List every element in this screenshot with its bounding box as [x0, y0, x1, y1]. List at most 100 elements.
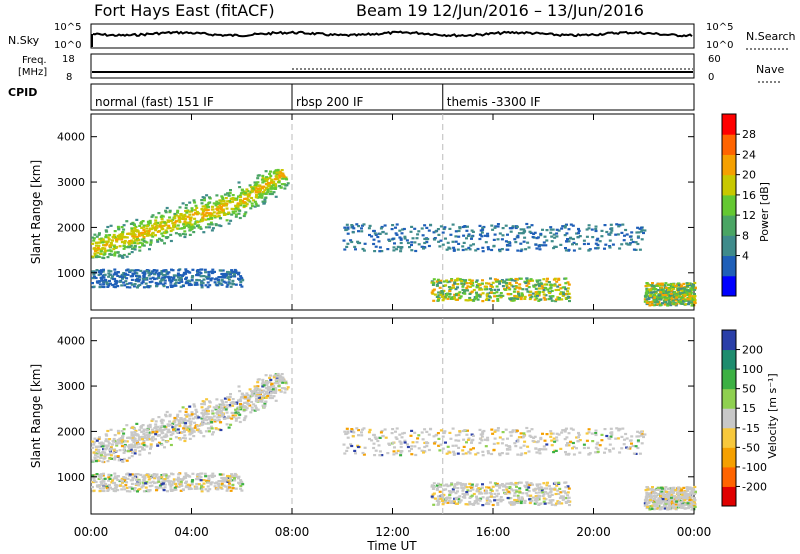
echo-cell: [667, 288, 671, 291]
echo-cell: [439, 429, 443, 432]
echo-cell: [147, 433, 151, 436]
echo-cell: [241, 199, 245, 202]
echo-cell: [226, 283, 230, 286]
echo-cell: [462, 445, 466, 448]
echo-cell: [234, 487, 238, 490]
echo-cell: [528, 230, 532, 233]
echo-cell: [218, 204, 222, 207]
echo-cell: [120, 477, 124, 480]
echo-cell: [611, 447, 615, 450]
echo-cell: [229, 285, 233, 288]
echo-cell: [441, 495, 445, 498]
echo-cell: [437, 495, 441, 498]
echo-cell: [503, 288, 507, 291]
echo-cell: [461, 449, 465, 452]
echo-cell: [556, 500, 560, 503]
echo-cell: [141, 484, 145, 488]
echo-cell: [251, 391, 255, 394]
echo-cell: [150, 419, 154, 422]
echo-cell: [197, 220, 201, 223]
echo-cell: [144, 232, 147, 236]
echo-cell: [555, 484, 559, 487]
echo-cell: [508, 485, 512, 489]
echo-cell: [91, 446, 95, 449]
echo-cell: [230, 473, 234, 476]
echo-cell: [196, 271, 200, 274]
echo-cell: [195, 478, 199, 481]
echo-cell: [162, 224, 166, 227]
echo-cell: [452, 286, 456, 289]
echo-cell: [177, 485, 181, 488]
echo-cell: [193, 283, 197, 286]
echo-cell: [494, 225, 498, 228]
echo-cell: [142, 448, 146, 451]
echo-cell: [487, 502, 491, 506]
echo-cell: [556, 296, 560, 299]
echo-cell: [208, 416, 212, 419]
echo-cell: [553, 488, 557, 491]
echo-cell: [210, 214, 214, 217]
echo-cell: [142, 480, 146, 483]
echo-cell: [538, 483, 542, 486]
echo-cell: [569, 223, 573, 226]
echo-cell: [445, 294, 448, 297]
echo-cell: [514, 481, 518, 485]
echo-cell: [687, 300, 691, 303]
echo-cell: [372, 446, 376, 450]
echo-cell: [163, 446, 166, 449]
echo-cell: [269, 174, 273, 177]
echo-cell: [539, 486, 543, 489]
echo-cell: [164, 474, 168, 477]
echo-cell: [136, 446, 140, 449]
echo-cell: [604, 243, 608, 246]
echo-cell: [192, 199, 196, 202]
echo-cell: [237, 271, 241, 274]
echo-cell: [195, 281, 199, 284]
echo-cell: [357, 429, 361, 432]
echo-cell: [471, 284, 475, 287]
echo-cell: [205, 206, 209, 209]
echo-cell: [683, 496, 687, 499]
echo-cell: [142, 428, 146, 431]
echo-cell: [188, 271, 192, 274]
echo-cell: [275, 177, 279, 181]
echo-cell: [517, 496, 520, 499]
echo-cell: [246, 199, 250, 202]
echo-cell: [651, 282, 654, 285]
echo-cell: [176, 224, 180, 227]
echo-cell: [132, 489, 136, 492]
echo-cell: [154, 234, 157, 237]
echo-cell: [653, 488, 657, 491]
echo-cell: [94, 250, 97, 253]
echo-cell: [91, 255, 95, 258]
echo-cell: [643, 295, 647, 298]
echo-cell: [112, 236, 116, 239]
echo-cell: [106, 460, 110, 463]
echo-cell: [224, 476, 228, 479]
echo-cell: [231, 414, 235, 417]
echo-cell: [596, 237, 600, 240]
echo-cell: [220, 278, 224, 281]
echo-cell: [625, 233, 629, 236]
echo-cell: [464, 503, 468, 506]
echo-cell: [638, 248, 642, 251]
nsearch-tick-bottom: 10^0: [706, 40, 733, 51]
echo-cell: [239, 280, 243, 284]
echo-cell: [470, 283, 473, 286]
echo-cell: [505, 488, 509, 491]
echo-cell: [226, 476, 230, 479]
echo-cell: [278, 174, 282, 178]
echo-cell: [519, 242, 523, 245]
echo-cell: [176, 428, 180, 431]
echo-cell: [141, 481, 145, 484]
echo-cell: [161, 215, 165, 218]
echo-cell: [119, 236, 123, 239]
echo-cell: [209, 277, 213, 280]
echo-cell: [112, 481, 116, 485]
echo-cell: [138, 453, 142, 456]
echo-cell: [171, 426, 175, 429]
echo-cell: [184, 206, 188, 209]
echo-cell: [203, 213, 207, 216]
echo-cell: [480, 231, 484, 234]
echo-cell: [679, 491, 683, 494]
